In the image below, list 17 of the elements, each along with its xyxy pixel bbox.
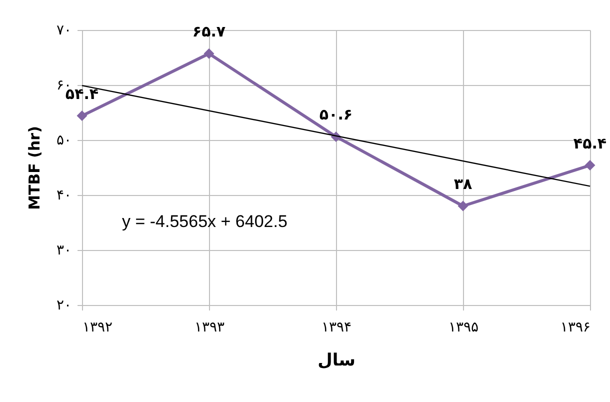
data-label: ۶۵.۷: [192, 22, 226, 41]
x-tick-label: ۱۳۹۵: [448, 320, 479, 336]
y-tick-label: ۵۰: [56, 132, 72, 148]
data-label: ۳۸: [454, 175, 472, 193]
annotation: y = -4.5565x + 6402.5: [122, 212, 288, 231]
x-tick-label: ۱۳۹۳: [194, 320, 226, 336]
x-tick-label: ۱۳۹۲: [82, 320, 113, 336]
y-tick-label: ۷۰: [56, 22, 72, 38]
data-label: ۴۵.۴: [573, 134, 607, 152]
data-label: ۵۰.۶: [319, 106, 353, 124]
x-axis-title: سال: [318, 350, 356, 370]
y-tick-label: ۴۰: [56, 188, 72, 204]
y-tick-label: ۲۰: [56, 298, 72, 314]
x-tick-label: ۱۳۹۶: [560, 320, 590, 336]
y-tick-label: ۳۰: [56, 242, 72, 258]
x-tick-label: ۱۳۹۴: [321, 320, 352, 336]
y-axis-title: MTBF (hr): [25, 126, 44, 210]
